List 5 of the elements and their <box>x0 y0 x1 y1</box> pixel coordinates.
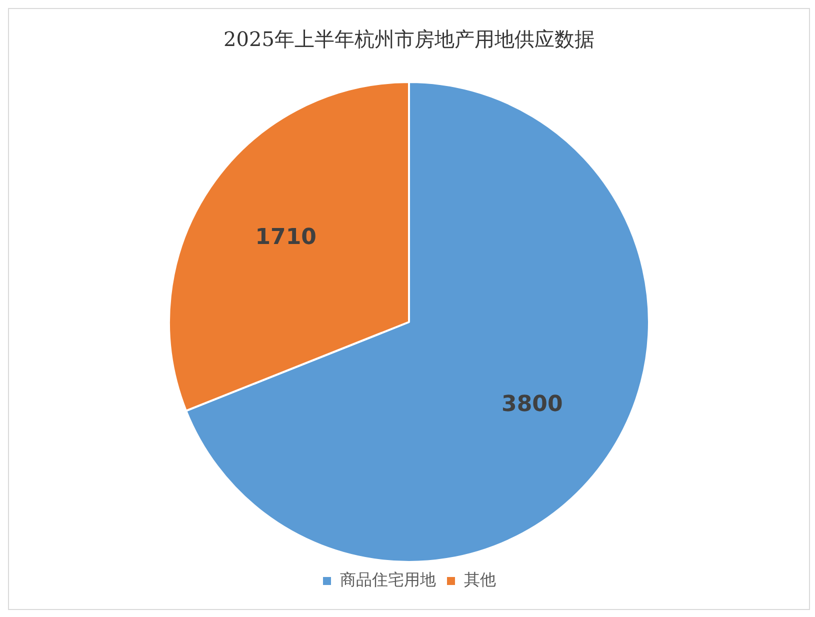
legend-label: 商品住宅用地 <box>340 570 436 590</box>
chart-title: 2025年上半年杭州市房地产用地供应数据 <box>224 27 594 52</box>
legend-label: 其他 <box>464 570 496 590</box>
data-label: 3800 <box>502 392 563 418</box>
data-label: 1710 <box>255 225 316 250</box>
